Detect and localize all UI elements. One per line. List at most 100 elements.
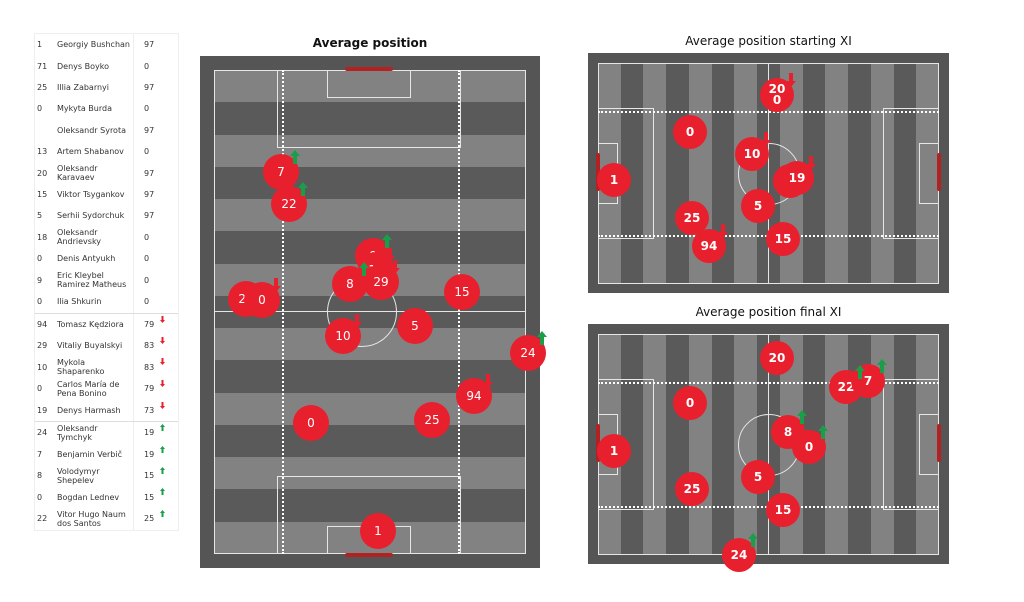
shirt-number: 0 <box>37 492 43 502</box>
sub-out-arrow-icon <box>271 277 281 292</box>
shirt-number: 25 <box>37 82 48 92</box>
table-row: 0 Mykyta Burda 0 <box>35 98 178 120</box>
player-name: Ilia Shkurin <box>57 297 102 307</box>
player-marker: 1 <box>597 163 631 197</box>
table-row: 20 Oleksandr Karavaev 97 <box>35 162 178 184</box>
goal-right <box>937 424 941 462</box>
player-name: Denis Antyukh <box>57 254 116 264</box>
table-row: 94 Tomasz Kędziora 79 <box>35 312 178 336</box>
minutes-played: 0 <box>133 98 178 120</box>
minutes-played: 0 <box>133 269 178 292</box>
shirt-number: 18 <box>37 232 48 242</box>
sub-out-arrow-icon <box>160 358 165 366</box>
table-row: 9 Eric Kleybel Ramirez Matheus 0 <box>35 269 178 292</box>
table-row: 5 Serhii Sydorchuk 97 <box>35 205 178 227</box>
sub-in-arrow-icon <box>160 467 165 475</box>
player-name: Bogdan Lednev <box>57 492 120 502</box>
player-name: Oleksandr Tymchyk <box>57 423 98 442</box>
player-marker: 0 <box>792 430 826 464</box>
minutes-played: 15 <box>133 486 178 508</box>
sub-in-arrow-icon <box>818 424 828 439</box>
player-marker: 1 <box>597 434 631 468</box>
player-marker: 25 <box>414 402 450 438</box>
shirt-number: 0 <box>37 297 43 307</box>
player-name: Mykola Shaparenko <box>57 358 105 377</box>
minutes-played: 97 <box>133 34 178 56</box>
player-name: Mykyta Burda <box>57 104 112 114</box>
minutes-played: 73 <box>133 399 178 422</box>
table-row: 29 Vitaliy Buyalskyi 83 <box>35 335 178 357</box>
pitch-stripe <box>643 334 667 555</box>
player-name: Eric Kleybel Ramirez Matheus <box>57 271 127 290</box>
shirt-number: 22 <box>37 514 48 524</box>
player-minutes-table: 1 Georgiy Bushchan 97 71 Denys Boyko 0 25 Illia… <box>34 33 179 531</box>
player-marker: 15 <box>766 493 800 527</box>
sub-out-arrow-icon <box>761 131 771 146</box>
shirt-number: 20 <box>37 168 48 178</box>
player-marker: 20 0 <box>760 78 794 112</box>
pitch-stripe <box>620 63 644 284</box>
sub-out-arrow-icon <box>390 259 400 274</box>
pitch-stripe <box>848 63 872 284</box>
minutes-played: 0 <box>133 55 178 77</box>
player-marker: 1 <box>360 513 396 549</box>
shirt-number: 1 <box>37 40 43 50</box>
sub-in-arrow-icon <box>797 409 807 424</box>
sub-in-arrow-icon <box>298 181 308 196</box>
sub-in-arrow-icon <box>160 509 165 517</box>
player-name: Viktor Tsygankov <box>57 189 125 199</box>
shirt-number: 0 <box>37 104 43 114</box>
six-yard-box-right <box>919 414 939 475</box>
shirt-number: 15 <box>37 189 48 199</box>
shirt-number: 24 <box>37 428 48 438</box>
player-marker: 5 <box>741 189 775 223</box>
shirt-number: 5 <box>37 211 43 221</box>
table-row: 15 Viktor Tsygankov 97 <box>35 183 178 206</box>
shirt-number: 10 <box>37 362 48 372</box>
table-row: 7 Benjamin Verbič 19 <box>35 443 178 466</box>
six-yard-box-top <box>327 70 411 98</box>
minutes-played: 97 <box>133 183 178 206</box>
pitch-stripe <box>620 334 644 555</box>
player-name: Vitor Hugo Naum dos Santos <box>57 509 126 528</box>
minutes-played: 15 <box>133 465 178 487</box>
pitch-stripe <box>711 63 735 284</box>
channel-line-top <box>598 382 939 384</box>
pitch-stripe <box>214 199 526 232</box>
player-name: Denys Boyko <box>57 61 109 71</box>
minutes-played: 97 <box>133 119 178 141</box>
sub-in-arrow-icon <box>290 149 300 164</box>
table-row: 25 Illia Zabarnyi 97 <box>35 76 178 99</box>
player-name: Denys Harmash <box>57 406 121 416</box>
minutes-played: 83 <box>133 335 178 357</box>
pitch-stripe <box>214 457 526 490</box>
sub-out-arrow-icon <box>160 401 165 409</box>
pitch-stripe <box>214 102 526 136</box>
pitch-stripe <box>214 424 526 458</box>
table-row: 19 Denys Harmash 73 <box>35 399 178 422</box>
player-name: Oleksandr Syrota <box>57 125 126 135</box>
shirt-number: 8 <box>37 471 43 481</box>
table-row: 18 Oleksandr Andrievsky 0 <box>35 226 178 248</box>
final-xi-pitch <box>588 324 949 564</box>
player-marker: 7 <box>263 154 299 190</box>
sub-in-arrow-icon <box>855 364 865 379</box>
sub-in-arrow-icon <box>359 261 369 276</box>
player-marker: 20 <box>760 341 794 375</box>
player-marker: 0 <box>673 115 707 149</box>
starting-xi-pitch <box>588 53 949 293</box>
channel-line-right <box>458 70 460 554</box>
player-marker: 5 <box>741 460 775 494</box>
player-marker: 25 <box>675 472 709 506</box>
shirt-number: 0 <box>37 384 43 394</box>
player-marker: 10 <box>325 318 361 354</box>
table-row: 22 Vitor Hugo Naum dos Santos 25 <box>35 507 178 530</box>
table-row: Oleksandr Syrota 97 <box>35 119 178 141</box>
shirt-number: 71 <box>37 61 48 71</box>
minutes-played: 19 <box>133 422 178 444</box>
channel-line-left <box>282 70 284 554</box>
shirt-number: 29 <box>37 341 48 351</box>
player-name: Oleksandr Karavaev <box>57 164 98 183</box>
sub-in-arrow-icon <box>160 445 165 453</box>
sub-in-arrow-icon <box>160 424 165 432</box>
